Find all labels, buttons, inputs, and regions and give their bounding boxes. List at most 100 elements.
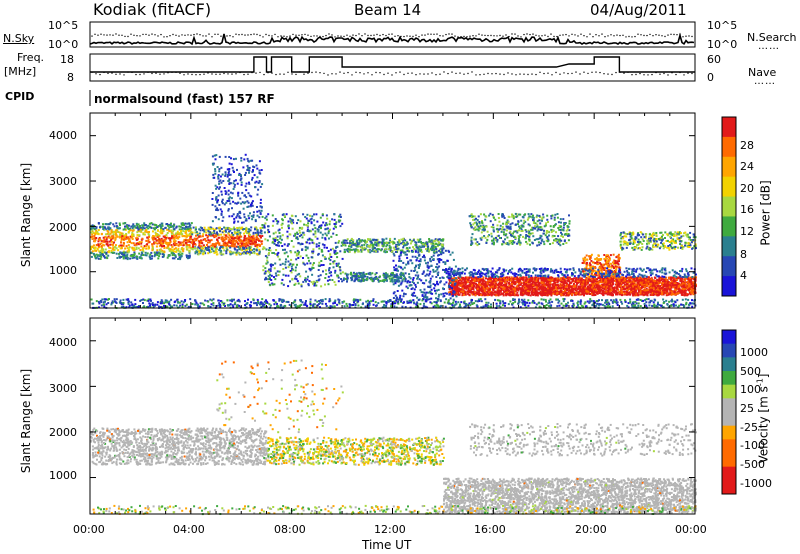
power-cell	[153, 255, 156, 258]
nsearch-point	[274, 33, 276, 36]
power-cell	[576, 292, 578, 295]
power-cell	[448, 282, 451, 285]
power-cell	[335, 262, 338, 265]
power-cell	[187, 244, 190, 247]
power-cell	[301, 231, 304, 234]
nsearch-point	[454, 35, 456, 37]
power-cell	[267, 228, 270, 231]
power-cell	[409, 238, 412, 241]
power-cell	[180, 231, 183, 234]
power-cell	[205, 247, 207, 249]
power-cell	[167, 237, 170, 240]
power-cell	[201, 246, 204, 249]
nsearch-point	[361, 35, 363, 37]
power-cell	[180, 230, 182, 232]
power-cell	[190, 230, 193, 233]
power-cell	[119, 252, 122, 255]
power-cell	[301, 226, 304, 229]
power-cell	[577, 285, 580, 288]
power-cell	[180, 228, 183, 231]
power-cell	[219, 245, 222, 248]
nave-point	[103, 71, 105, 74]
power-cell	[243, 239, 245, 242]
power-cell	[247, 251, 250, 254]
nsearch-point	[118, 34, 120, 36]
power-cell	[100, 248, 103, 251]
power-cell	[135, 242, 138, 245]
power-cell	[355, 272, 358, 275]
power-cell	[164, 234, 167, 237]
power-cell	[183, 235, 185, 237]
power-cell	[314, 227, 317, 230]
nsearch-point	[91, 35, 93, 37]
nsearch-point	[352, 34, 354, 36]
power-cell	[400, 272, 403, 275]
power-cell	[267, 270, 269, 273]
nsearch-point	[607, 35, 609, 37]
power-cell	[113, 225, 116, 228]
power-cell	[231, 245, 234, 248]
nsearch-point	[370, 34, 372, 37]
power-cell	[161, 229, 164, 232]
power-cell	[320, 224, 323, 227]
power-cell	[215, 248, 218, 251]
power-cell	[483, 286, 486, 289]
power-cell	[234, 236, 237, 239]
power-cell	[265, 248, 268, 251]
power-cell	[362, 275, 365, 278]
power-cell	[149, 225, 152, 228]
power-cell	[214, 158, 217, 161]
power-cell	[136, 231, 139, 234]
power-cell	[572, 279, 574, 282]
power-cell	[343, 251, 346, 254]
power-cell	[243, 232, 246, 235]
nsearch-point	[286, 36, 288, 38]
power-cell	[159, 241, 162, 244]
nsearch-point	[199, 34, 201, 36]
power-cell	[281, 226, 283, 229]
power-cell	[145, 247, 148, 250]
nsearch-point	[115, 33, 117, 35]
power-cell	[356, 242, 359, 245]
power-cell	[252, 216, 255, 218]
power-cell	[395, 251, 397, 253]
power-cell	[510, 291, 513, 293]
power-cell	[551, 284, 554, 287]
power-cell	[294, 282, 297, 285]
power-cell	[329, 262, 332, 265]
power-cell	[277, 255, 280, 258]
nsearch-point	[178, 35, 180, 37]
power-cell	[578, 276, 581, 279]
power-cell	[579, 281, 582, 284]
nave-point	[539, 71, 541, 74]
power-cell	[568, 276, 571, 279]
nave-point	[151, 72, 153, 75]
power-cell	[216, 242, 219, 245]
power-cell	[287, 227, 290, 230]
power-cell	[354, 277, 357, 280]
power-cell	[256, 246, 259, 249]
power-cell	[542, 287, 545, 290]
power-cell	[369, 251, 372, 254]
power-cell	[592, 292, 595, 295]
power-cell	[569, 290, 572, 293]
power-cell	[535, 290, 538, 293]
power-cell	[245, 228, 247, 231]
power-cell	[274, 272, 277, 275]
power-cell	[223, 226, 226, 229]
nsearch-point	[346, 34, 348, 36]
power-cell	[371, 248, 374, 251]
power-cell	[217, 240, 219, 243]
power-cell	[159, 230, 162, 233]
power-cell	[571, 289, 574, 292]
power-cell	[320, 227, 322, 230]
power-cell	[538, 284, 541, 286]
power-cell	[214, 216, 217, 218]
power-cell	[253, 174, 256, 177]
power-cell	[369, 278, 372, 281]
power-cell	[154, 241, 157, 244]
power-cell	[541, 291, 544, 294]
power-cell	[222, 243, 225, 246]
power-cell	[333, 213, 336, 216]
power-cell	[214, 168, 217, 171]
